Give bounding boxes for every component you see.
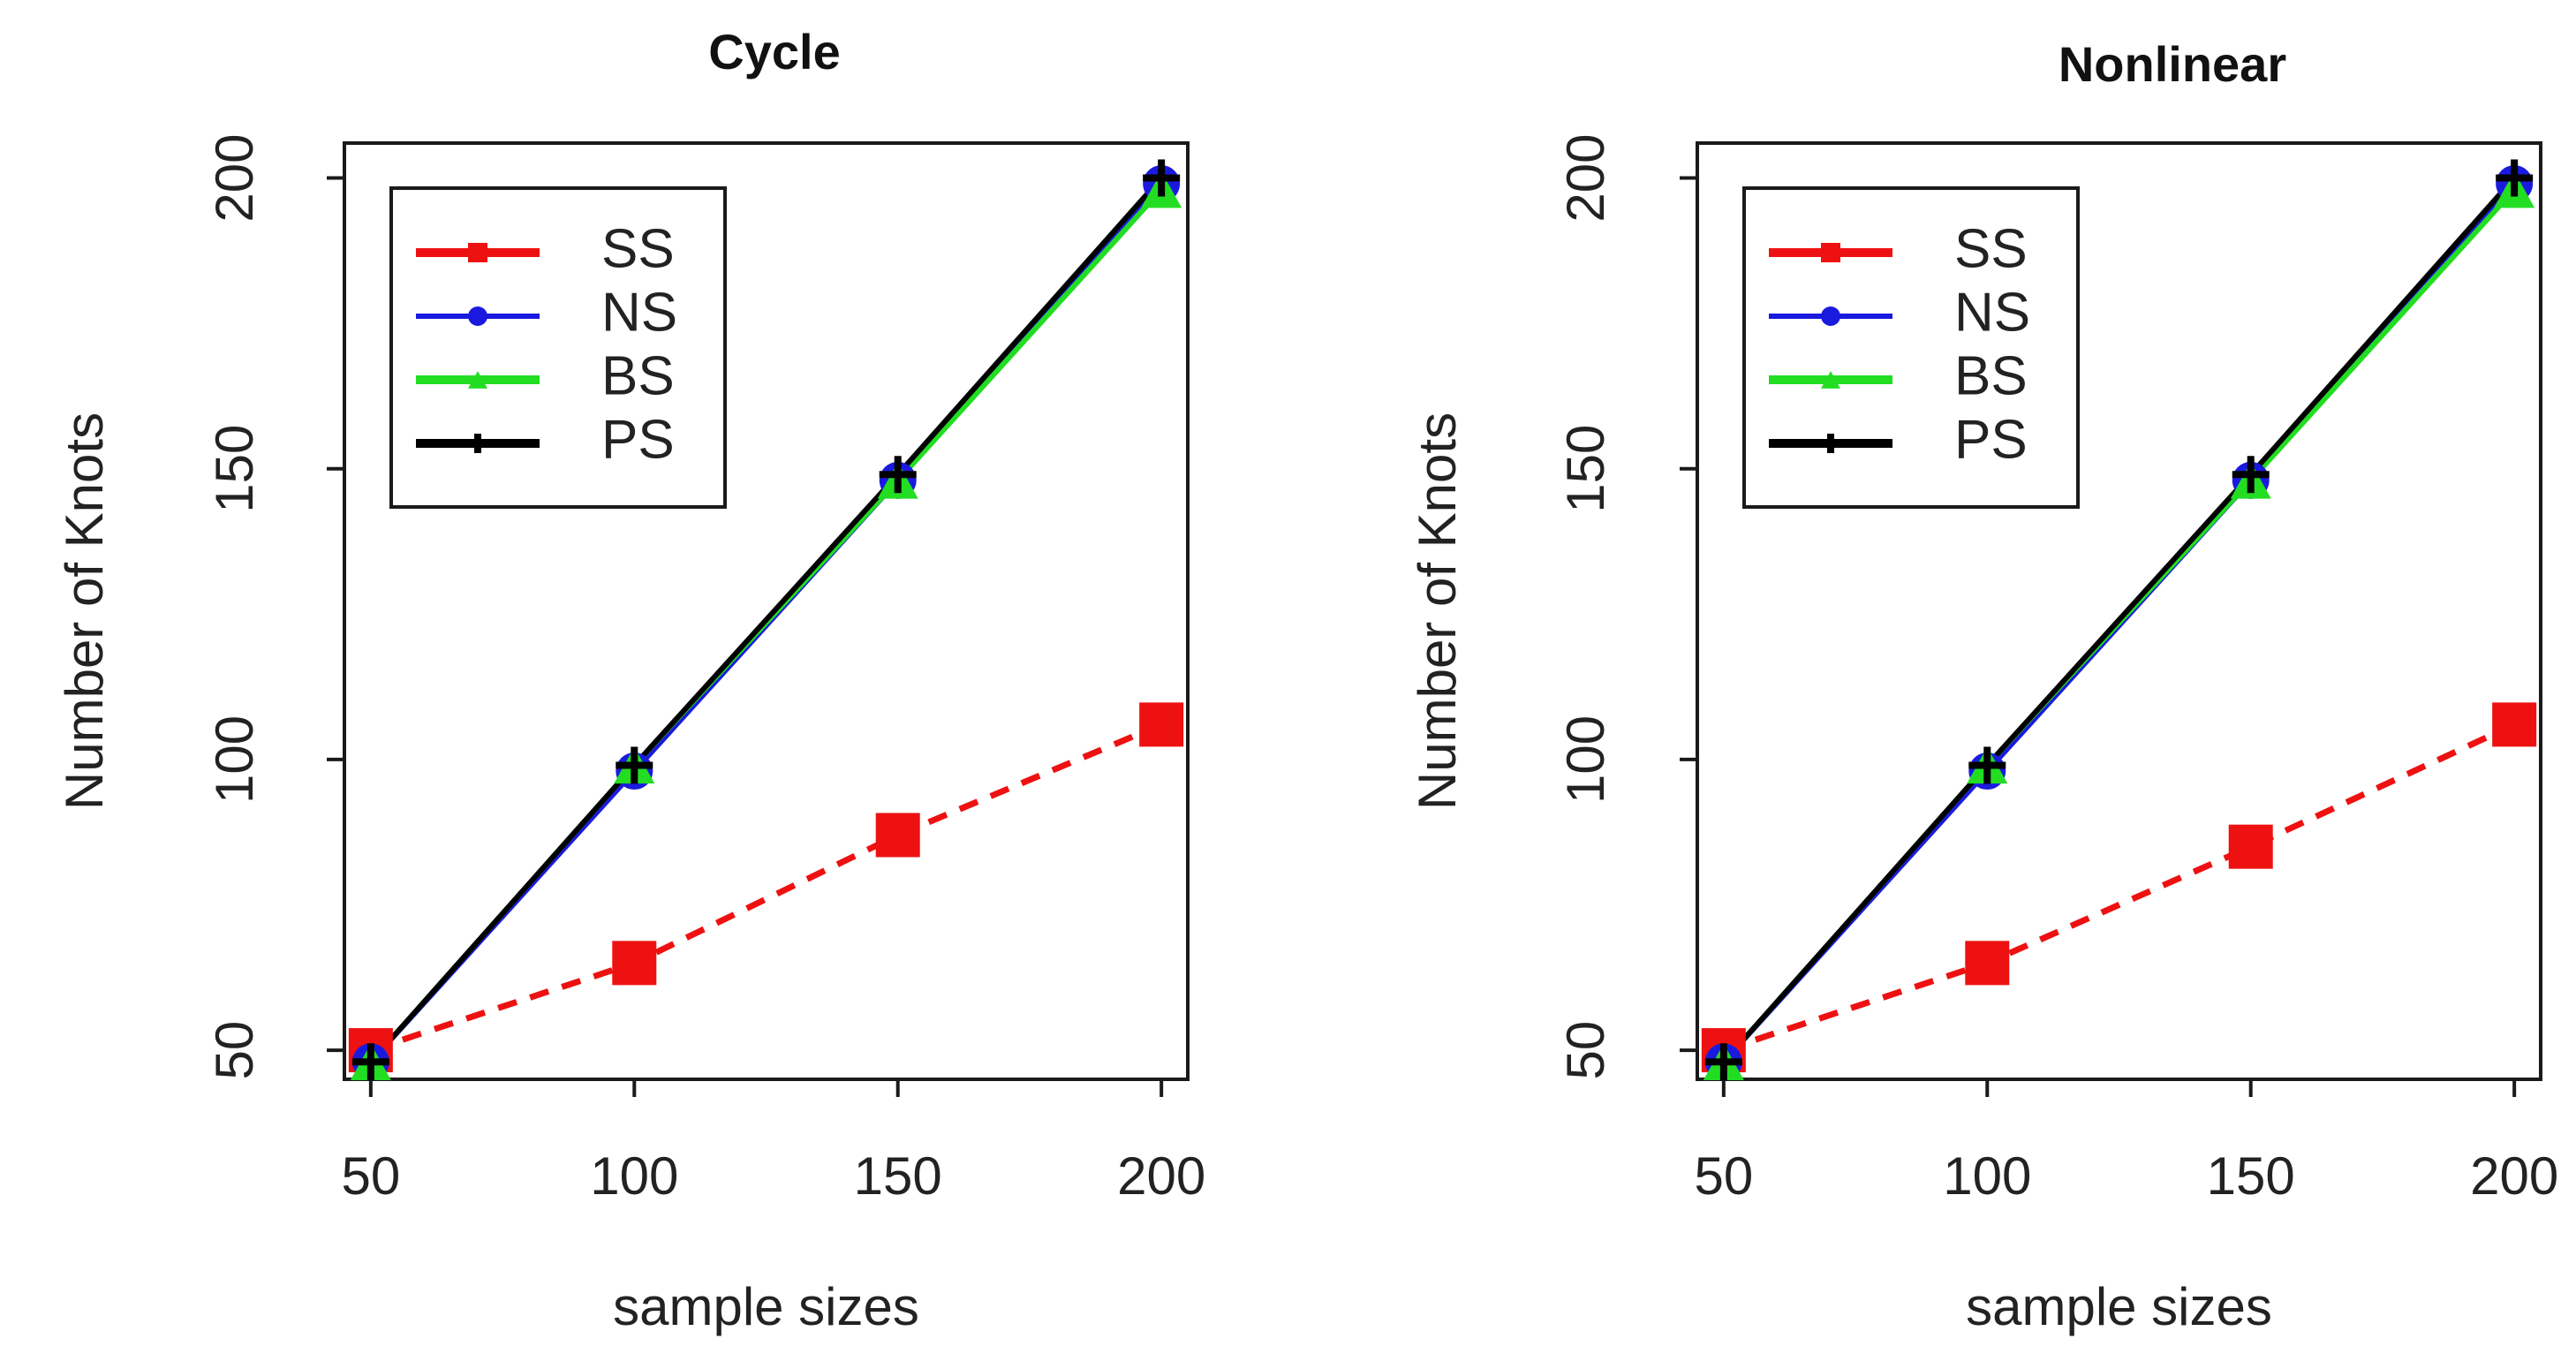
y-tick-label: 200 xyxy=(1556,133,1615,222)
series-point-ss xyxy=(1139,702,1184,747)
legend-marker-ss xyxy=(1821,243,1840,262)
x-tick-label: 150 xyxy=(2207,1146,2295,1206)
y-axis-title: Number of Knots xyxy=(1408,412,1467,810)
series-point-ps xyxy=(351,1043,389,1081)
x-tick-label: 100 xyxy=(590,1146,678,1206)
legend-marker-ps xyxy=(1821,434,1840,453)
legend-marker-ss xyxy=(468,243,487,262)
legend-label-ss: SS xyxy=(1954,218,2028,279)
series-point-ps xyxy=(1143,159,1181,197)
legend-label-bs: BS xyxy=(601,345,675,406)
legend-label-ns: NS xyxy=(601,282,677,343)
y-tick-label: 50 xyxy=(1556,1021,1615,1080)
series-point-ss xyxy=(1965,941,2010,986)
series-point-ps xyxy=(616,746,653,784)
chart-title: Cycle xyxy=(708,24,840,79)
series-point-ss xyxy=(875,813,920,858)
legend-label-ss: SS xyxy=(601,218,675,279)
series-point-ss xyxy=(2492,702,2537,747)
series-point-ps xyxy=(1704,1043,1742,1081)
plot-frame xyxy=(343,141,1190,1081)
legend-marker-ps xyxy=(468,434,487,453)
series-point-ps xyxy=(2232,456,2270,494)
series-point-ss xyxy=(612,941,657,986)
plot-frame xyxy=(1696,141,2542,1081)
legend-box xyxy=(1742,186,2080,509)
legend-marker-bs xyxy=(468,371,487,389)
y-tick-label: 100 xyxy=(1556,715,1615,804)
series-line-ss xyxy=(369,722,1163,1054)
x-axis-title: sample sizes xyxy=(613,1277,919,1336)
series-line-ps xyxy=(368,176,1164,1064)
legend-label-ns: NS xyxy=(1954,282,2030,343)
x-tick-label: 200 xyxy=(1117,1146,1205,1206)
x-tick-label: 200 xyxy=(2470,1146,2558,1206)
series-point-ps xyxy=(2496,159,2534,197)
x-tick-label: 100 xyxy=(1943,1146,2031,1206)
legend-marker-ns xyxy=(1821,306,1840,326)
legend-box xyxy=(389,186,727,509)
legend-label-ps: PS xyxy=(601,409,675,470)
legend-label-bs: BS xyxy=(1954,345,2028,406)
series-point-ss xyxy=(2228,824,2273,869)
y-tick-label: 200 xyxy=(205,133,264,222)
series-point-ps xyxy=(879,456,917,494)
x-tick-label: 50 xyxy=(1694,1146,1753,1206)
legend-label-ps: PS xyxy=(1954,409,2028,470)
y-tick-label: 50 xyxy=(205,1021,264,1080)
x-tick-label: 50 xyxy=(341,1146,400,1206)
x-axis-title: sample sizes xyxy=(1966,1277,2272,1336)
chart-title: Nonlinear xyxy=(2059,36,2286,92)
legend-marker-ns xyxy=(468,306,487,326)
series-line-ss xyxy=(1722,722,2516,1054)
series-point-ps xyxy=(1968,746,2006,784)
y-tick-label: 150 xyxy=(1556,425,1615,513)
chart-panel-nonlinear: Nonlinear 50 100 150 200 50 100 150 200 sample si… xyxy=(1408,36,2558,1336)
y-axis-title: Number of Knots xyxy=(55,412,114,810)
x-tick-label: 150 xyxy=(854,1146,942,1206)
y-tick-label: 100 xyxy=(205,715,264,804)
chart-panel-cycle: Cycle 50 100 150 200 50 100 150 200 sample sizes N… xyxy=(55,24,1205,1336)
y-tick-label: 150 xyxy=(205,425,264,513)
legend-marker-bs xyxy=(1821,371,1840,389)
series-line-ps xyxy=(1721,176,2517,1064)
